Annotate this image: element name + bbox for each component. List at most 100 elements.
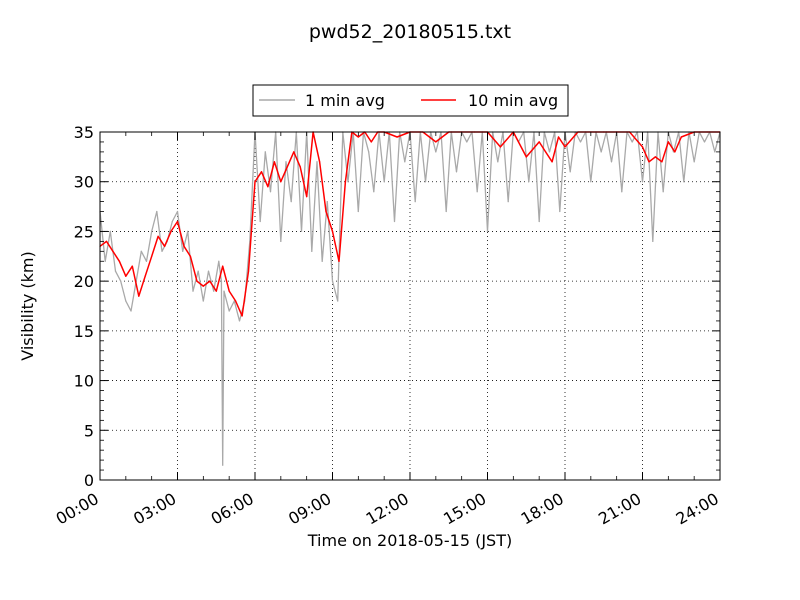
data-point-10-min-avg	[118, 260, 120, 262]
data-point-10-min-avg	[112, 250, 114, 252]
data-point-10-min-avg	[267, 186, 269, 188]
data-point-1-min-avg	[238, 320, 241, 322]
data-point-1-min-avg	[222, 464, 224, 466]
x-tick-label: 00:00	[53, 489, 102, 529]
data-point-10-min-avg	[215, 290, 217, 292]
data-point-1-min-avg	[337, 300, 339, 302]
data-point-1-min-avg	[414, 201, 416, 203]
data-point-10-min-avg	[325, 210, 327, 213]
data-point-10-min-avg	[319, 161, 321, 163]
data-point-1-min-avg	[528, 181, 530, 183]
data-point-1-min-avg	[125, 300, 127, 302]
data-point-1-min-avg	[631, 141, 633, 143]
data-point-10-min-avg	[667, 141, 669, 143]
data-point-1-min-avg	[109, 230, 111, 232]
data-point-10-min-avg	[235, 300, 237, 302]
data-point-10-min-avg	[344, 181, 346, 183]
data-point-10-min-avg	[151, 255, 153, 257]
data-point-1-min-avg	[259, 220, 261, 223]
data-point-10-min-avg	[564, 146, 566, 148]
y-tick-label: 15	[74, 322, 94, 341]
grid	[100, 132, 720, 480]
data-point-10-min-avg	[131, 265, 133, 267]
data-point-1-min-avg	[223, 290, 225, 292]
data-point-1-min-avg	[156, 210, 158, 213]
data-point-10-min-avg	[176, 220, 179, 223]
data-point-10-min-avg	[222, 265, 224, 267]
data-point-1-min-avg	[445, 210, 447, 213]
data-point-1-min-avg	[373, 191, 375, 193]
data-point-10-min-avg	[370, 141, 372, 143]
data-point-1-min-avg	[404, 161, 406, 163]
y-tick-label: 30	[74, 173, 94, 192]
data-point-1-min-avg	[331, 280, 334, 282]
data-point-10-min-avg	[551, 161, 553, 163]
data-point-1-min-avg	[321, 260, 323, 262]
x-tick-label: 06:00	[208, 489, 257, 529]
y-tick-label: 0	[84, 471, 94, 490]
legend-label-10min: 10 min avg	[468, 91, 558, 110]
data-point-1-min-avg	[383, 181, 385, 183]
x-tick-label: 12:00	[363, 489, 412, 529]
x-tick-label: 18:00	[518, 489, 567, 529]
data-point-10-min-avg	[125, 275, 127, 277]
data-point-10-min-avg	[105, 240, 108, 242]
data-point-10-min-avg	[396, 136, 398, 138]
data-point-10-min-avg	[648, 161, 650, 163]
data-point-10-min-avg	[654, 156, 657, 158]
data-point-1-min-avg	[207, 270, 210, 272]
data-point-10-min-avg	[254, 181, 256, 183]
x-tick-label: 15:00	[440, 489, 489, 529]
data-point-1-min-avg	[218, 260, 220, 262]
data-point-1-min-avg	[590, 181, 592, 183]
data-point-1-min-avg	[104, 260, 106, 262]
data-point-10-min-avg	[144, 275, 146, 277]
x-tick-label: 03:00	[130, 489, 179, 529]
data-point-10-min-avg	[331, 230, 334, 232]
data-point-1-min-avg	[264, 151, 266, 153]
data-point-10-min-avg	[680, 136, 682, 138]
data-point-1-min-avg	[455, 171, 458, 173]
y-axis-label: Visibility (km)	[18, 251, 37, 360]
legend-box	[252, 84, 569, 117]
data-point-1-min-avg	[652, 240, 654, 242]
data-point-1-min-avg	[579, 141, 582, 143]
data-point-10-min-avg	[157, 235, 159, 237]
data-point-10-min-avg	[170, 230, 172, 232]
data-point-10-min-avg	[299, 166, 301, 168]
y-tick-label: 25	[74, 222, 94, 241]
data-point-10-min-avg	[202, 285, 204, 287]
data-point-10-min-avg	[435, 141, 437, 143]
data-point-10-min-avg	[545, 151, 547, 153]
y-tick-label: 35	[74, 123, 94, 142]
data-point-1-min-avg	[662, 191, 664, 193]
data-point-1-min-avg	[311, 250, 313, 252]
data-point-1-min-avg	[171, 220, 173, 223]
data-point-1-min-avg	[347, 181, 349, 183]
data-point-1-min-avg	[114, 270, 117, 272]
data-point-1-min-avg	[202, 300, 204, 302]
x-tick-label: 21:00	[595, 489, 644, 529]
data-point-1-min-avg	[285, 161, 287, 163]
legend: 1 min avg 10 min avg	[252, 84, 569, 117]
data-point-1-min-avg	[424, 181, 427, 183]
data-point-1-min-avg	[476, 191, 478, 193]
data-point-1-min-avg	[641, 181, 644, 183]
data-point-10-min-avg	[209, 280, 211, 282]
data-point-10-min-avg	[189, 255, 191, 257]
data-point-10-min-avg	[241, 315, 243, 317]
data-point-1-min-avg	[213, 290, 215, 292]
data-point-10-min-avg	[499, 146, 501, 148]
data-point-1-min-avg	[220, 280, 222, 282]
data-point-10-min-avg	[357, 136, 359, 138]
data-point-10-min-avg	[286, 166, 288, 168]
data-point-1-min-avg	[600, 151, 602, 153]
chart-title: pwd52_20180515.txt	[309, 21, 511, 43]
data-point-10-min-avg	[273, 161, 275, 163]
data-point-10-min-avg	[260, 171, 263, 173]
plot-area: 0 5 10 15 20 25 30 35 00:00 03:00 06:00 09:00 12:00 1…	[53, 123, 722, 529]
x-tick-label: 09:00	[285, 489, 334, 529]
data-point-1-min-avg	[192, 290, 194, 292]
legend-label-1min: 1 min avg	[305, 91, 385, 110]
